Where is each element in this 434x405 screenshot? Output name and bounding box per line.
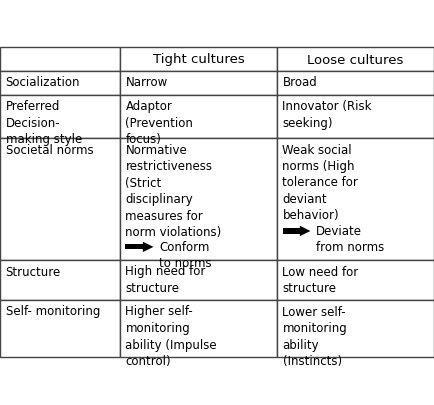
Text: Self- monitoring: Self- monitoring [6, 305, 100, 318]
Bar [120, 260, 277, 300]
Bar [120, 48, 277, 72]
Bar [277, 72, 434, 96]
Bar [0, 96, 120, 139]
Text: Loose cultures: Loose cultures [307, 53, 404, 66]
Text: Adaptor
(Prevention
focus): Adaptor (Prevention focus) [125, 100, 194, 146]
Text: Innovator (Risk
seeking): Innovator (Risk seeking) [283, 100, 372, 130]
Bar [125, 245, 143, 250]
Text: Broad: Broad [283, 76, 317, 89]
Text: Tight cultures: Tight cultures [153, 53, 244, 66]
Bar [120, 300, 277, 357]
Bar [277, 260, 434, 300]
Bar [283, 229, 300, 234]
Bar [120, 139, 277, 260]
Bar [0, 48, 120, 72]
Text: Low need for
structure: Low need for structure [283, 265, 359, 294]
Bar [0, 72, 120, 96]
Bar [0, 300, 120, 357]
Bar [0, 260, 120, 300]
Polygon shape [300, 226, 310, 237]
Text: Weak social
norms (High
tolerance for
deviant
behavior): Weak social norms (High tolerance for de… [283, 143, 358, 222]
Text: Preferred
Decision-
making style: Preferred Decision- making style [6, 100, 82, 146]
Text: Conform
to norms: Conform to norms [159, 240, 212, 270]
Bar [120, 72, 277, 96]
Bar [277, 48, 434, 72]
Bar [277, 300, 434, 357]
Bar [277, 139, 434, 260]
Text: Higher self-
monitoring
ability (Impulse
control): Higher self- monitoring ability (Impulse… [125, 305, 217, 367]
Bar [277, 96, 434, 139]
Text: Narrow: Narrow [125, 76, 168, 89]
Bar [0, 139, 120, 260]
Text: Normative
restrictiveness
(Strict
disciplinary
measures for
norm violations): Normative restrictiveness (Strict discip… [125, 143, 222, 239]
Text: Socialization: Socialization [6, 76, 80, 89]
Text: Lower self-
monitoring
ability
(Instincts): Lower self- monitoring ability (Instinct… [283, 305, 347, 367]
Text: Deviate
from norms: Deviate from norms [316, 224, 384, 254]
Text: High need for
structure: High need for structure [125, 265, 206, 294]
Polygon shape [143, 242, 154, 252]
Text: Societal norms: Societal norms [6, 143, 93, 156]
Text: Structure: Structure [6, 265, 61, 278]
Bar [120, 96, 277, 139]
